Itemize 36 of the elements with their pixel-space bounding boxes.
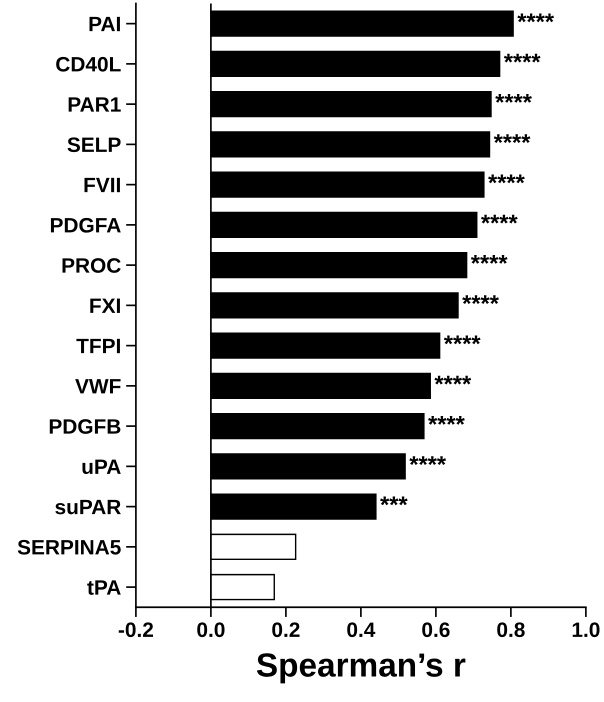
data-label: **** — [409, 456, 446, 466]
data-label: **** — [495, 94, 532, 103]
data-label: **** — [517, 13, 554, 22]
y-tick-label: SERPINA5 — [18, 540, 121, 555]
data-label: **** — [428, 416, 465, 425]
data-label: **** — [444, 335, 481, 344]
x-axis-title: Spearman’s r — [256, 653, 466, 684]
data-label: **** — [470, 254, 508, 264]
x-tick-label: 0.2 — [272, 622, 300, 638]
data-label: **** — [504, 54, 541, 63]
y-tick-label: PAI — [90, 16, 120, 32]
y-tick-label: CD40L — [56, 56, 121, 72]
y-tick-label: PDGFB — [50, 419, 120, 434]
data-label: **** — [480, 214, 518, 224]
data-label: **** — [434, 376, 472, 385]
y-tick-label: PROC — [62, 258, 121, 273]
y-tick-label: uPA — [82, 460, 121, 474]
data-label: **** — [494, 134, 530, 144]
data-label: *** — [380, 496, 408, 506]
x-tick-label: 0.0 — [197, 622, 225, 638]
y-tick-label: TFPI — [76, 338, 120, 354]
y-tick-label: SELP — [68, 137, 121, 152]
x-tick-label: 0.6 — [422, 622, 450, 638]
x-tick-label: 0.8 — [497, 622, 525, 638]
x-tick-label: 1.0 — [572, 622, 600, 638]
y-tick-label: VWF — [75, 379, 121, 394]
y-tick-label: PAR1 — [68, 97, 121, 112]
y-tick-label: suPAR — [55, 500, 121, 514]
data-label: **** — [462, 295, 499, 304]
y-tick-label: tPA — [87, 580, 121, 595]
x-tick-label: 0.4 — [347, 622, 376, 638]
data-label: **** — [488, 174, 525, 184]
y-tick-label: FVII — [84, 178, 120, 192]
y-tick-label: PDGFA — [50, 218, 121, 233]
y-tick-label: FXI — [90, 298, 120, 313]
x-tick-label: -0.2 — [118, 622, 154, 638]
